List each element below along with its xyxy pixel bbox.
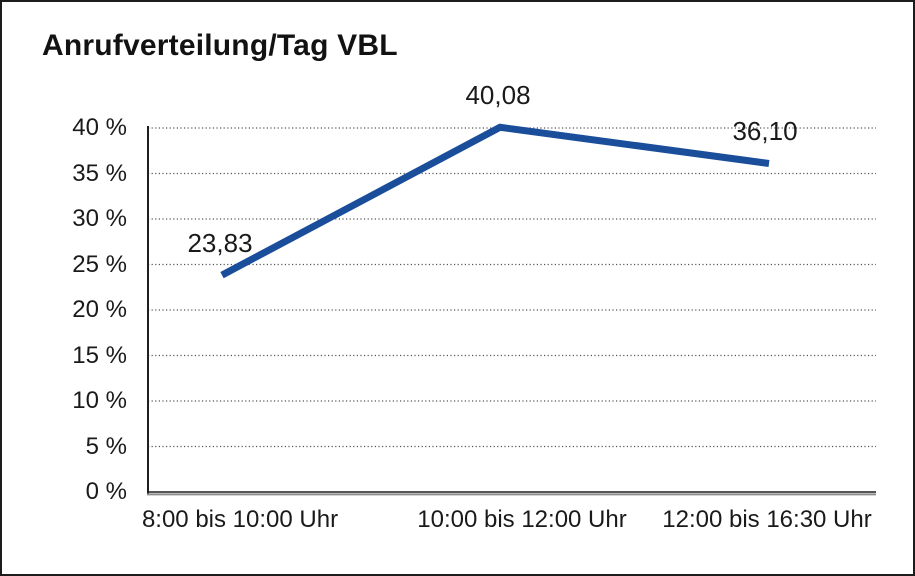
y-tick-label: 20 % bbox=[72, 296, 127, 323]
x-tick-label: 8:00 bis 10:00 Uhr bbox=[141, 506, 339, 533]
y-tick-label: 35 % bbox=[72, 159, 127, 187]
data-label: 40,08 bbox=[465, 80, 531, 111]
y-tick-label: 15 % bbox=[72, 341, 127, 369]
y-tick-label: 25 % bbox=[72, 250, 127, 278]
x-tick-label: 10:00 bis 12:00 Uhr bbox=[417, 506, 627, 533]
y-tick-label: 0 % bbox=[85, 478, 127, 505]
data-label: 23,83 bbox=[187, 228, 253, 259]
y-tick-label: 40 % bbox=[72, 114, 127, 141]
y-tick-label: 30 % bbox=[72, 205, 127, 232]
data-label: 36,10 bbox=[732, 116, 798, 147]
y-tick-label: 10 % bbox=[72, 387, 127, 414]
y-tick-label: 5 % bbox=[85, 432, 127, 460]
data-line bbox=[220, 123, 770, 279]
chart-title: Anrufverteilung/Tag VBL bbox=[42, 29, 398, 62]
x-tick-label: 12:00 bis 16:30 Uhr bbox=[662, 506, 872, 533]
